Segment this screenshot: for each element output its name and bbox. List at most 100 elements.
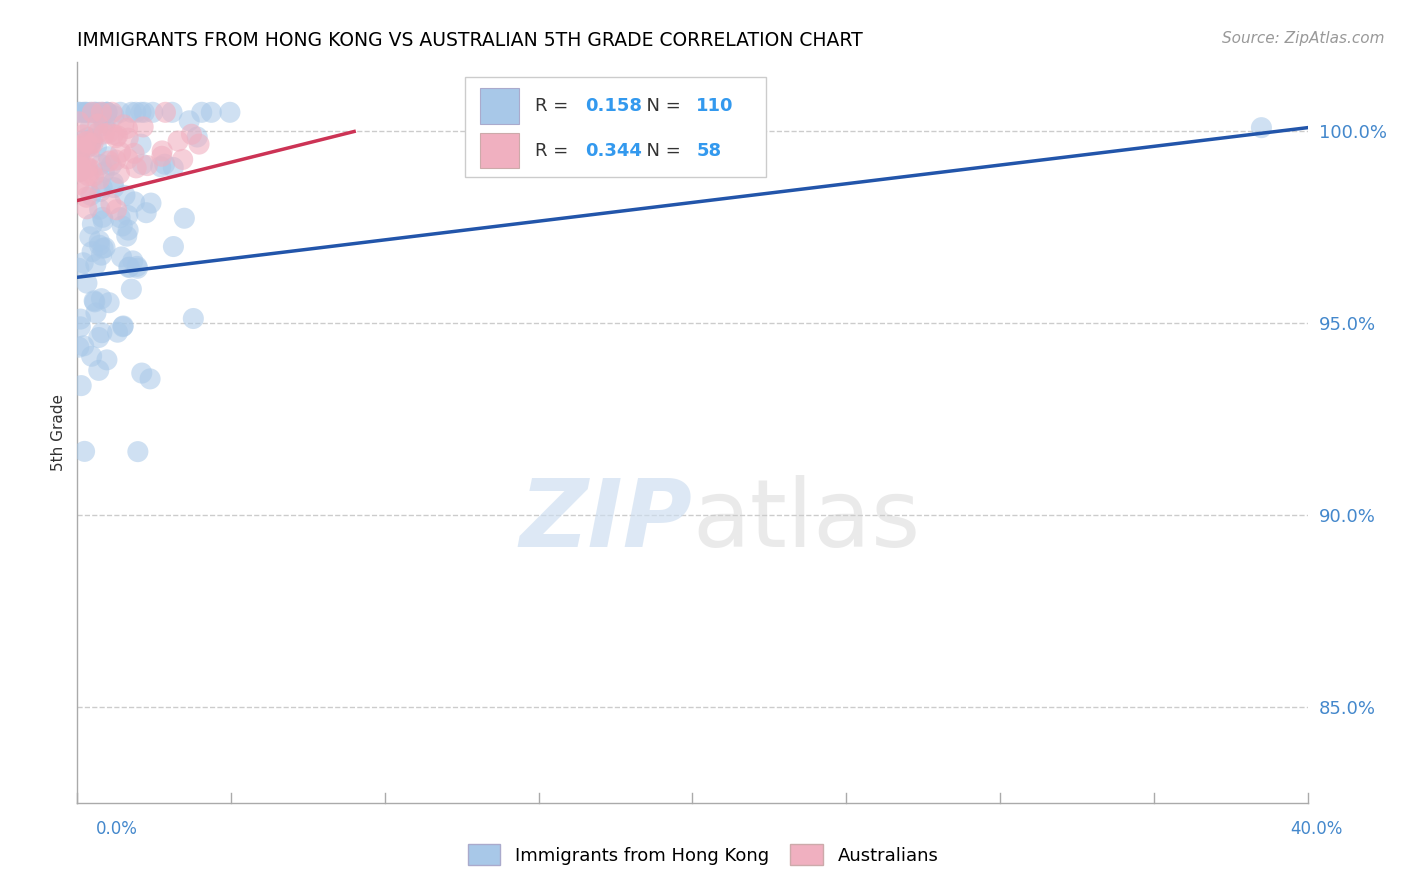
Point [79,229,101,244]
Point [150,149,173,163]
Point [91,211,114,225]
Point [75,135,97,149]
Point [117,223,139,237]
Point [67,153,90,167]
Point [84,105,107,120]
Point [167,134,190,148]
Text: atlas: atlas [693,475,921,567]
Point [82,169,104,183]
Point [87,117,110,131]
Point [67,261,90,276]
Point [125,260,148,274]
Point [72,256,94,270]
Text: 0.0%: 0.0% [96,820,138,838]
Point [111,319,134,334]
Point [96,352,118,367]
Point [67,105,90,120]
Point [93,127,115,141]
Legend: Immigrants from Hong Kong, Australians: Immigrants from Hong Kong, Australians [461,837,945,872]
Point [134,105,156,120]
Point [153,157,176,171]
Point [91,180,114,194]
Point [96,105,118,120]
Point [87,105,110,120]
Point [73,444,96,458]
Point [186,130,208,145]
Point [84,258,107,272]
Point [162,161,184,175]
Point [76,105,98,120]
Point [105,202,128,217]
Point [103,176,125,190]
FancyBboxPatch shape [479,88,519,124]
Text: R =: R = [536,142,574,160]
Point [100,196,122,211]
Point [76,181,98,195]
Point [149,160,172,174]
Point [76,140,98,154]
Point [77,169,100,183]
Point [67,162,90,177]
Point [94,241,117,255]
Point [188,137,211,152]
Point [80,162,103,177]
Point [69,153,91,167]
Text: IMMIGRANTS FROM HONG KONG VS AUSTRALIAN 5TH GRADE CORRELATION CHART: IMMIGRANTS FROM HONG KONG VS AUSTRALIAN … [77,30,863,50]
Text: N =: N = [634,142,686,160]
Point [82,132,104,146]
Point [80,188,103,202]
Point [135,205,157,219]
Point [117,152,139,166]
FancyBboxPatch shape [479,133,519,169]
Point [70,378,93,392]
Point [79,120,101,134]
Point [1250,120,1272,135]
Point [132,120,155,134]
Point [83,294,105,309]
Point [67,340,90,354]
Point [108,211,131,225]
Point [90,158,112,172]
Point [131,157,153,171]
Point [96,105,118,120]
Point [69,161,91,175]
Point [142,105,165,120]
Point [86,140,108,154]
Point [69,164,91,178]
Point [162,239,184,253]
Point [104,153,127,167]
Point [111,219,134,233]
Point [98,295,121,310]
Point [104,130,127,145]
Point [93,165,115,179]
Point [91,241,114,255]
Point [139,196,162,211]
Point [84,105,107,120]
Point [96,105,118,120]
Point [76,160,98,174]
Point [118,260,141,274]
Point [82,136,104,151]
Y-axis label: 5th Grade: 5th Grade [51,394,66,471]
Point [69,164,91,178]
Point [125,161,148,175]
Point [183,311,205,326]
Point [115,229,138,244]
Point [69,145,91,160]
Point [67,115,90,129]
Text: N =: N = [634,97,686,115]
Point [112,118,135,132]
Point [84,306,107,320]
Point [124,194,146,209]
Text: 110: 110 [696,97,734,115]
Point [89,185,111,199]
Text: Source: ZipAtlas.com: Source: ZipAtlas.com [1222,31,1385,46]
Point [79,136,101,151]
Point [101,105,124,120]
Point [67,165,90,179]
Text: R =: R = [536,97,574,115]
Point [87,126,110,140]
Point [76,135,98,149]
Point [112,318,135,333]
Point [69,105,91,120]
